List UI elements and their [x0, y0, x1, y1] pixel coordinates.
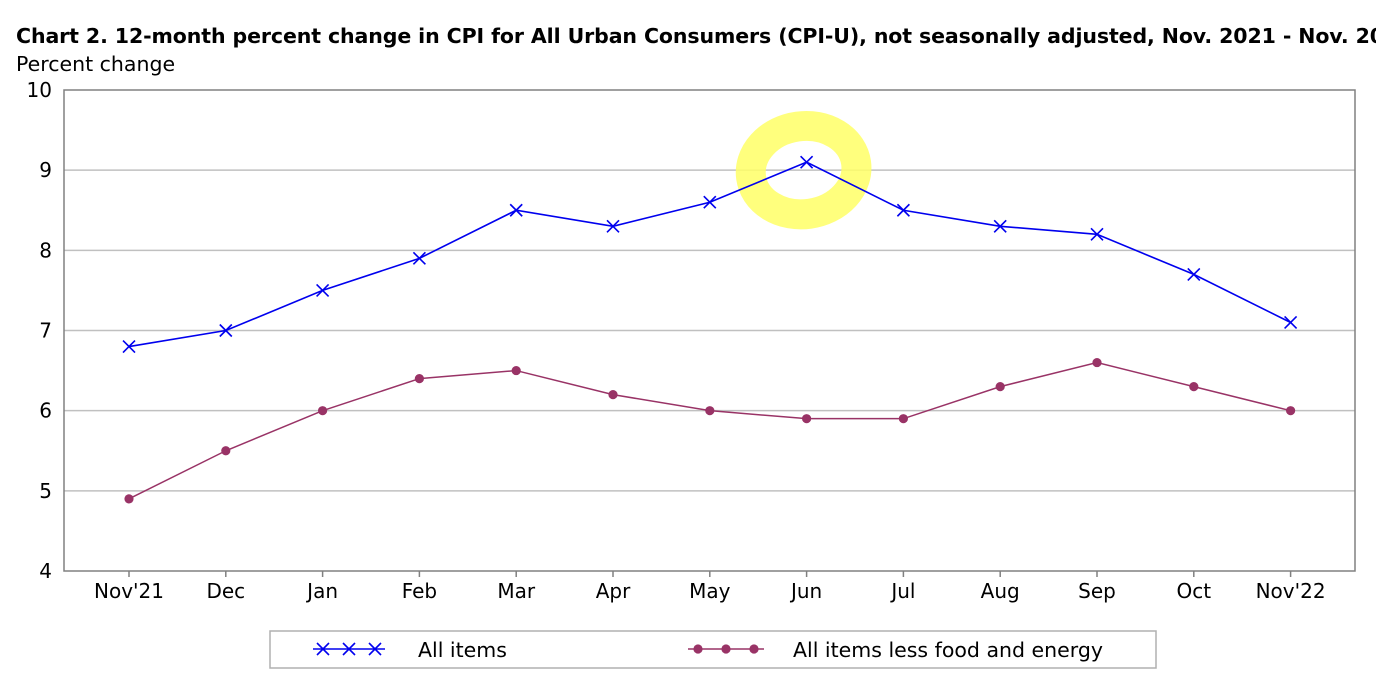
x-marker-stroke [1284, 315, 1298, 330]
x-tick-label: Apr [596, 579, 631, 603]
x-tick-label: Jun [789, 579, 822, 603]
data-point-all-items [703, 195, 717, 209]
data-point-core [705, 406, 715, 416]
x-tick-label: Jan [305, 579, 338, 603]
x-marker-stroke [122, 339, 136, 354]
legend-marker [693, 644, 703, 654]
legend-marker [316, 642, 330, 656]
data-point-core [511, 365, 521, 376]
x-tick-label: Feb [402, 579, 437, 603]
legend-marker [342, 642, 356, 656]
data-point-all-items [219, 323, 233, 338]
x-marker-stroke [509, 203, 523, 217]
data-point-all-items [509, 203, 523, 217]
x-tick-label: Sep [1078, 579, 1116, 603]
y-tick-label: 6 [39, 399, 52, 423]
y-tick-label: 8 [39, 238, 52, 262]
y-tick-label: 9 [39, 158, 52, 182]
x-tick-label: Oct [1177, 579, 1212, 603]
x-marker-stroke [896, 203, 910, 217]
legend-marker [749, 644, 759, 654]
data-point-all-items [993, 219, 1007, 233]
x-marker-stroke [316, 283, 330, 297]
data-point-core [1189, 382, 1199, 392]
x-tick-label: Jul [889, 579, 915, 603]
x-marker-stroke [993, 219, 1007, 233]
data-point-core [1092, 357, 1102, 368]
x-marker-stroke [800, 155, 814, 169]
x-tick-label: Aug [981, 579, 1020, 603]
x-tick-label: Mar [497, 579, 536, 603]
legend-marker [721, 644, 731, 654]
data-point-core [802, 414, 812, 424]
data-point-core [221, 446, 231, 456]
data-point-core [1286, 406, 1296, 416]
data-point-core [898, 414, 909, 424]
legend-marker [368, 642, 382, 656]
highlight-circle [735, 110, 872, 230]
x-marker-stroke [219, 323, 233, 338]
data-point-all-items [316, 283, 330, 297]
data-point-core [414, 374, 424, 384]
x-marker-stroke [703, 195, 717, 209]
x-marker-stroke [606, 219, 620, 233]
data-point-all-items [800, 155, 814, 169]
data-point-core [995, 382, 1005, 392]
data-point-all-items [1284, 315, 1298, 330]
data-point-core [124, 494, 134, 504]
data-point-all-items [122, 339, 136, 354]
data-point-all-items [1090, 227, 1104, 241]
legend-item-core: All items less food and energy [688, 638, 1103, 662]
legend: All items All items less food and energy [269, 630, 1157, 669]
data-point-core [318, 406, 328, 416]
y-tick-label: 4 [39, 559, 52, 583]
data-point-all-items [606, 219, 620, 233]
y-tick-label: 5 [39, 479, 52, 503]
y-tick-label: 7 [39, 319, 52, 343]
chart-title: Chart 2. 12-month percent change in CPI … [16, 24, 1376, 48]
data-point-all-items [1187, 267, 1201, 281]
legend-item-all-items: All items [313, 638, 507, 662]
x-tick-label: Nov'22 [1256, 579, 1326, 603]
x-marker-stroke [1090, 227, 1104, 241]
y-axis-unit-label: Percent change [16, 52, 176, 76]
legend-label: All items [418, 638, 507, 662]
legend-label: All items less food and energy [793, 638, 1103, 662]
data-point-all-items [896, 203, 910, 217]
x-marker-stroke [1187, 267, 1201, 281]
data-point-all-items [412, 251, 426, 265]
y-tick-label: 10 [27, 78, 52, 102]
data-point-core [608, 390, 618, 400]
x-tick-label: Dec [206, 579, 245, 603]
x-marker-stroke [412, 251, 426, 265]
x-tick-label: Nov'21 [94, 579, 164, 603]
x-tick-label: May [689, 579, 731, 603]
